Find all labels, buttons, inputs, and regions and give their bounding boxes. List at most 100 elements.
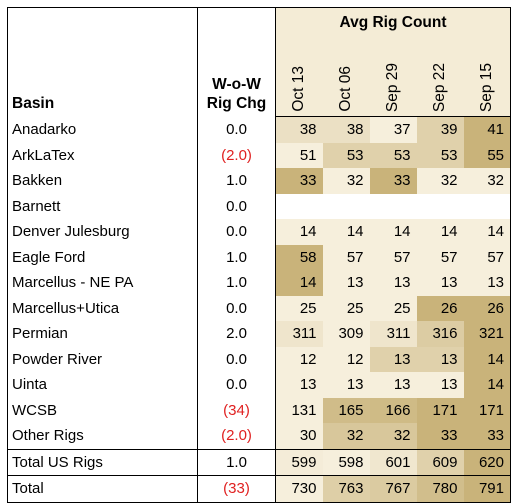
rig-count-cell: 39 [416,116,464,143]
rig-count-cell: 51 [275,142,323,168]
rig-count-cell: 32 [369,423,417,449]
rig-count-cell: 316 [416,321,464,347]
date-label: Oct 06 [337,66,354,112]
rig-count-cell: 13 [416,270,464,296]
rig-count-cell: 763 [322,475,370,503]
wow-change-cell: 0.0 [197,372,276,398]
basin-name-cell: Total US Rigs [7,448,198,476]
rig-count-cell: 37 [369,116,417,143]
rig-count-cell: 599 [275,448,323,476]
rig-count-cell: 13 [463,270,511,296]
rig-count-cell: 311 [369,321,417,347]
wow-label-line2: Rig Chg [206,94,267,112]
rig-count-cell: 166 [369,397,417,423]
rig-count-cell: 309 [322,321,370,347]
table-row: Marcellus - NE PA 1.0 14 13 13 13 13 [7,270,511,296]
basin-name-cell: WCSB [7,397,198,423]
table-row: Total (33) 730 763 767 780 791 [7,475,511,503]
rig-count-cell: 25 [369,295,417,321]
rig-count-cell: 25 [275,295,323,321]
wow-change-cell: 2.0 [197,321,276,347]
table-row: Eagle Ford 1.0 58 57 57 57 57 [7,244,511,270]
basin-name-cell: ArkLaTex [7,142,198,168]
table-row: Powder River 0.0 12 12 13 13 14 [7,346,511,372]
rig-count-cell: 14 [463,372,511,398]
rig-count-cell: 53 [322,142,370,168]
rig-count-cell: 58 [275,244,323,270]
rig-count-cell: 26 [463,295,511,321]
rig-count-cell: 165 [322,397,370,423]
rig-count-cell: 13 [369,346,417,372]
rig-count-cell: 57 [322,244,370,270]
date-label: Sep 22 [431,62,448,112]
wow-change-cell: (34) [197,397,276,423]
rig-count-cell: 791 [463,475,511,503]
table-row: Marcellus+Utica 0.0 25 25 25 26 26 [7,295,511,321]
rig-count-cell: 13 [369,372,417,398]
date-label: Oct 13 [290,66,308,112]
avg-rig-count-header: Avg Rig Count [275,7,511,38]
rig-count-cell: 598 [322,448,370,476]
rig-count-cell: 14 [275,270,323,296]
basin-name-cell: Denver Julesburg [7,219,198,245]
rig-count-cell [417,194,464,220]
rig-count-cell: 609 [416,448,464,476]
basin-name-cell: Total [7,475,198,503]
date-column-header: Oct 13 [275,38,323,117]
basin-name-cell: Powder River [7,346,198,372]
wow-change-cell: 0.0 [197,295,276,321]
rig-count-cell: 13 [322,270,370,296]
table-header: Basin W-o-W Rig Chg Avg Rig Count Oct 13… [7,7,511,117]
table-row: Anadarko 0.0 38 38 37 39 41 [7,116,511,143]
rig-count-cell: 131 [275,397,323,423]
rig-count-cell: 321 [463,321,511,347]
wow-change-cell: 1.0 [197,270,276,296]
wow-change-cell: 1.0 [197,168,276,194]
table-row: Total US Rigs 1.0 599 598 601 609 620 [7,448,511,476]
rig-count-cell: 57 [416,244,464,270]
date-header-row: Oct 13 Oct 06 Sep 29 Sep 22 Sep 15 [8,38,511,117]
basin-name-cell: Anadarko [7,116,198,143]
basin-name-cell: Eagle Ford [7,244,198,270]
rig-count-cell: 57 [463,244,511,270]
basin-name-cell: Bakken [7,168,198,194]
table-row: Bakken 1.0 33 32 33 32 32 [7,168,511,194]
rig-count-cell: 32 [322,168,370,194]
rig-count-cell: 13 [275,372,323,398]
rig-count-cell: 14 [322,219,370,245]
rig-count-cell: 780 [416,475,464,503]
rig-count-cell: 33 [463,423,511,449]
date-column-header: Sep 15 [463,38,511,117]
rig-count-cell: 14 [416,219,464,245]
rig-count-cell: 33 [416,423,464,449]
basin-name-cell: Other Rigs [7,423,198,449]
rig-count-cell: 14 [463,219,511,245]
wow-change-cell: 0.0 [197,219,276,245]
wow-change-column-header: W-o-W Rig Chg [197,7,276,117]
rig-count-cell: 767 [369,475,417,503]
rig-count-cell: 53 [416,142,464,168]
table-row: Uinta 0.0 13 13 13 13 14 [7,372,511,398]
rig-count-cell: 32 [463,168,511,194]
rig-count-cell: 13 [416,346,464,372]
wow-change-cell: 0.0 [197,346,276,372]
basin-name-cell: Marcellus+Utica [7,295,198,321]
table-body: Anadarko 0.0 38 38 37 39 41 ArkLaTex (2.0) 51 53 53… [7,116,511,503]
date-column-header: Oct 06 [322,38,370,117]
basin-name-cell: Permian [7,321,198,347]
rig-count-cell: 13 [369,270,417,296]
date-label: Sep 15 [477,62,495,112]
wow-change-cell: 0.0 [197,193,276,219]
rig-count-cell: 12 [322,346,370,372]
rig-count-cell: 53 [369,142,417,168]
wow-change-cell: (33) [197,475,276,503]
rig-count-cell: 38 [322,116,370,143]
table-row: WCSB (34) 131 165 166 171 171 [7,397,511,423]
rig-count-cell: 14 [275,219,323,245]
rig-count-cell: 57 [369,244,417,270]
rig-count-cell: 33 [369,168,417,194]
rig-count-cell: 311 [275,321,323,347]
wow-change-cell: (2.0) [197,423,276,449]
rig-count-cell [463,193,511,219]
